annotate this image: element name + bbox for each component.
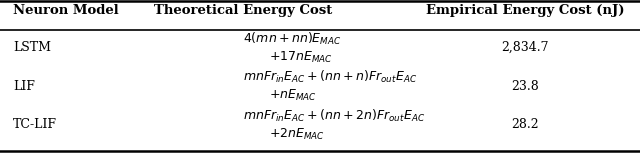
Text: Theoretical Energy Cost: Theoretical Energy Cost: [154, 4, 332, 17]
Text: LSTM: LSTM: [13, 41, 51, 54]
Text: $+2nE_{MAC}$: $+2nE_{MAC}$: [269, 126, 324, 142]
Text: LIF: LIF: [13, 80, 35, 93]
Text: $mnFr_{in}E_{AC}+(nn+2n)Fr_{out}E_{AC}$: $mnFr_{in}E_{AC}+(nn+2n)Fr_{out}E_{AC}$: [243, 107, 426, 124]
Text: Neuron Model: Neuron Model: [13, 4, 118, 17]
Text: 2,834.7: 2,834.7: [501, 41, 548, 54]
Text: 28.2: 28.2: [511, 118, 539, 131]
Text: $4(mn+nn)E_{MAC}$: $4(mn+nn)E_{MAC}$: [243, 30, 342, 47]
Text: $+17nE_{MAC}$: $+17nE_{MAC}$: [269, 49, 333, 65]
Text: Empirical Energy Cost (nJ): Empirical Energy Cost (nJ): [426, 4, 624, 17]
Text: TC-LIF: TC-LIF: [13, 118, 57, 131]
Text: $+nE_{MAC}$: $+nE_{MAC}$: [269, 88, 317, 103]
Text: $mnFr_{in}E_{AC}+(nn+n)Fr_{out}E_{AC}$: $mnFr_{in}E_{AC}+(nn+n)Fr_{out}E_{AC}$: [243, 69, 417, 85]
Text: 23.8: 23.8: [511, 80, 539, 93]
